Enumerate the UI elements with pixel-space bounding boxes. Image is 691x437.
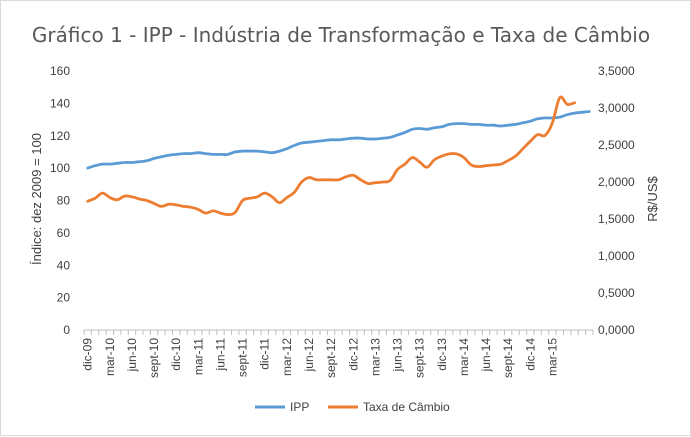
left-tick-label: 160 — [50, 64, 70, 78]
x-tick-label: dic-10 — [169, 338, 183, 371]
x-tick-label: mar-11 — [191, 338, 205, 375]
legend-label-taxa-de-cambio: Taxa de Câmbio — [363, 400, 450, 414]
chart-title: Gráfico 1 - IPP - Indústria de Transform… — [32, 23, 650, 47]
left-tick-label: 140 — [50, 96, 70, 110]
x-tick-label: dic-11 — [258, 338, 272, 370]
x-tick-label: mar-13 — [368, 338, 382, 376]
x-axis-ticks: dic-09 mar-10 jun-10 sept-10 dic-10 mar-11 jun… — [81, 330, 594, 378]
x-tick-label: sept-11 — [236, 338, 250, 377]
left-tick-label: 80 — [57, 194, 71, 208]
x-tick-label: jun-11 — [213, 338, 227, 372]
series-line-taxa-de-cambio — [86, 95, 576, 217]
x-tick-label: dic-09 — [81, 338, 95, 371]
series-layer — [86, 95, 591, 217]
x-tick-label: sept-12 — [324, 338, 338, 378]
x-tick-label: mar-14 — [457, 338, 471, 376]
right-tick-label: 2,0000 — [598, 175, 635, 189]
x-tick-label: mar-10 — [103, 338, 117, 376]
x-tick-label: mar-12 — [280, 338, 294, 376]
x-tick-label: sept-10 — [147, 338, 161, 378]
right-tick-label: 0,5000 — [598, 286, 635, 300]
x-tick-label: mar-15 — [545, 338, 559, 376]
x-tick-label: dic-12 — [346, 338, 360, 371]
right-axis-ticks: 0,0000 0,5000 1,0000 1,5000 2,0000 2,5000 3,00… — [598, 64, 635, 337]
right-tick-label: 3,0000 — [598, 101, 635, 115]
left-tick-label: 0 — [63, 323, 70, 337]
right-tick-label: 0,0000 — [598, 323, 635, 337]
x-tick-label: jun-12 — [302, 338, 316, 373]
right-tick-label: 1,5000 — [598, 212, 635, 226]
legend: IPP Taxa de Câmbio — [255, 400, 450, 414]
left-tick-label: 20 — [57, 291, 71, 305]
right-tick-label: 1,0000 — [598, 249, 635, 263]
left-axis-ticks: 0 20 40 60 80 100 120 140 160 — [50, 64, 70, 337]
x-tick-label: jun-14 — [479, 338, 493, 373]
series-line-ipp — [86, 110, 591, 170]
right-tick-label: 3,5000 — [598, 64, 635, 78]
right-axis-title: R$/US$ — [645, 175, 660, 221]
x-tick-label: jun-10 — [125, 338, 139, 373]
left-tick-label: 120 — [50, 129, 70, 143]
left-axis-title: Índice: dez 2009 = 100 — [29, 133, 44, 265]
x-tick-label: jun-13 — [391, 338, 405, 373]
x-tick-label: sept-13 — [413, 338, 427, 378]
left-tick-label: 40 — [57, 258, 71, 272]
legend-label-ipp: IPP — [290, 400, 309, 414]
x-tick-label: sept-14 — [501, 338, 515, 378]
right-tick-label: 2,5000 — [598, 138, 635, 152]
left-tick-label: 60 — [57, 226, 71, 240]
left-tick-label: 100 — [50, 161, 70, 175]
x-tick-label: dic-13 — [435, 338, 449, 371]
x-tick-label: dic-14 — [523, 338, 537, 371]
